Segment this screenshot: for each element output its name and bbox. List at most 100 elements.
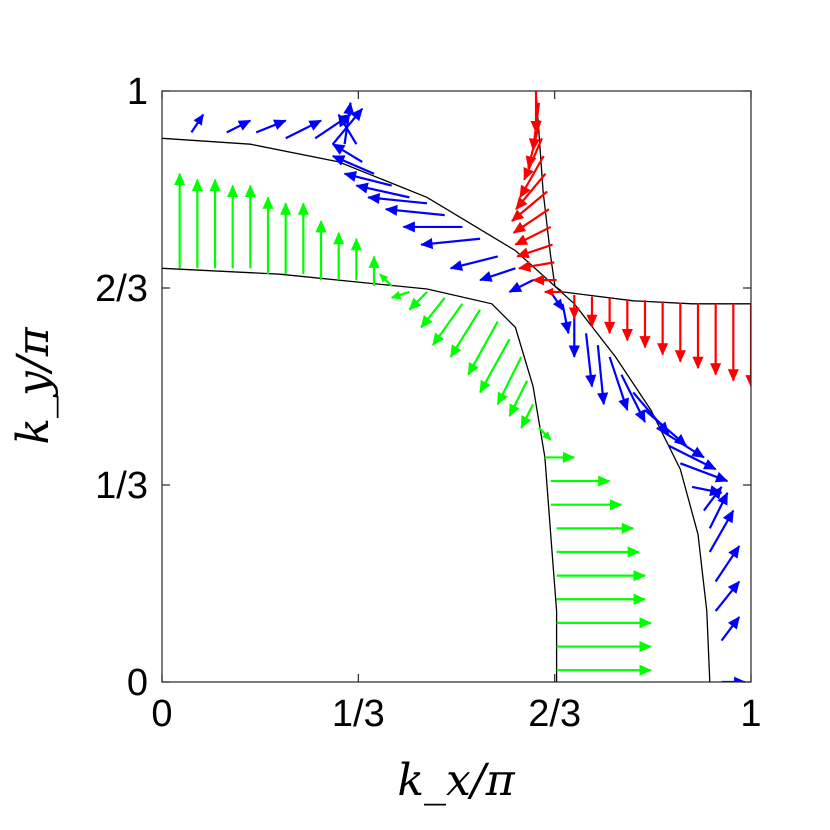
corner-arrow: [515, 173, 547, 210]
corner-arrow: [639, 300, 651, 349]
outer-arrow: [355, 182, 410, 199]
corner-arrow: [692, 303, 704, 370]
inner-arrow: [550, 475, 611, 487]
inner-arrow: [550, 499, 623, 511]
outer-arrow: [367, 193, 428, 205]
corner-arrow: [621, 299, 633, 342]
corner-arrow: [514, 225, 552, 246]
inner-arrow: [227, 184, 239, 269]
corner-arrow: [604, 297, 616, 335]
inner-arrow: [420, 297, 446, 329]
inner-arrow: [556, 522, 635, 534]
inner-arrow: [556, 570, 646, 582]
outer-arrow: [668, 444, 717, 471]
inner-arrow: [556, 617, 652, 629]
inner-arrow: [262, 196, 274, 275]
outer-arrow: [720, 616, 741, 642]
y-tick-label: 1/3: [95, 465, 148, 507]
outer-arrow: [560, 303, 572, 335]
outer-arrow: [285, 119, 322, 140]
inner-arrow: [520, 403, 535, 429]
corner-arrow: [674, 302, 686, 363]
y-axis-label: k_y/π: [8, 326, 59, 444]
outer-arrow: [337, 113, 358, 145]
inner-arrow: [244, 184, 256, 269]
inner-arrow: [297, 202, 309, 275]
inner-arrow: [556, 640, 652, 653]
inner-arrow: [556, 593, 646, 605]
corner-arrow: [586, 296, 598, 328]
corner-arrow: [657, 301, 669, 356]
outer-arrow: [596, 345, 609, 406]
inner-arrow: [544, 451, 576, 464]
outer-arrow: [402, 221, 463, 233]
corner-arrow: [512, 208, 550, 234]
contour-lines: [162, 91, 751, 682]
contour-corner-lower: [562, 291, 751, 305]
outer-arrow: [190, 113, 205, 133]
inner-arrow: [315, 220, 327, 281]
inner-arrow: [379, 273, 393, 287]
x-tick-label: 2/3: [528, 693, 581, 735]
inner-arrow: [467, 320, 499, 376]
corner-arrow: [523, 137, 543, 181]
outer-arrow: [449, 255, 498, 271]
corner-arrow: [710, 303, 722, 376]
outer-arrow: [420, 237, 481, 250]
corner-arrow: [745, 303, 751, 388]
inner-arrow: [174, 172, 186, 269]
y-tick-label: 2/3: [95, 268, 148, 310]
inner-arrow: [333, 231, 345, 281]
outer-arrow: [255, 119, 287, 134]
outer-arrow: [721, 676, 747, 682]
outer-arrow: [708, 492, 729, 529]
inner-arrow: [368, 255, 380, 287]
inner-arrow: [350, 237, 362, 281]
outer-arrow: [331, 143, 363, 163]
inner-arrow: [449, 309, 481, 358]
arrow-field: [174, 91, 751, 682]
outer-arrow: [584, 333, 597, 388]
outer-arrow: [226, 119, 252, 134]
outer-arrow: [343, 101, 355, 145]
inner-arrow: [191, 178, 203, 269]
x-tick-label: 0: [151, 693, 172, 735]
corner-arrow: [516, 243, 553, 259]
outer-arrow: [331, 154, 375, 175]
contour-inner: [162, 267, 558, 682]
inner-arrow: [508, 380, 529, 417]
inner-arrow: [556, 664, 652, 676]
outer-arrow: [479, 267, 516, 282]
outer-arrow: [714, 545, 741, 583]
plot-area: [162, 91, 751, 682]
outer-arrow: [656, 426, 705, 459]
corner-arrow: [543, 287, 563, 297]
axis-ticks: 00 1/3 1/3 2/3 2/3 1 1: [95, 71, 761, 735]
outer-arrow: [608, 356, 629, 412]
inner-arrow: [390, 290, 410, 300]
inner-arrow: [209, 178, 221, 269]
outer-arrow: [620, 374, 646, 423]
inner-arrow: [496, 356, 523, 406]
x-tick-label: 1/3: [332, 693, 385, 735]
x-axis-label: k_x/π: [397, 755, 515, 806]
outer-arrow: [343, 171, 392, 187]
axes-box: [161, 90, 752, 683]
inner-arrow: [432, 303, 464, 346]
corner-arrow: [532, 274, 557, 286]
corner-arrow: [511, 190, 548, 222]
outer-arrow: [568, 315, 580, 358]
outer-arrow: [714, 580, 741, 612]
corner-arrow: [568, 294, 580, 320]
y-tick-label: 1: [127, 71, 148, 113]
inner-arrow: [408, 291, 428, 311]
corner-arrow: [517, 260, 555, 272]
outer-arrow: [702, 486, 723, 512]
inner-arrow: [479, 338, 511, 394]
outer-arrow: [708, 509, 735, 553]
corner-arrow: [727, 303, 739, 382]
corner-arrow: [519, 155, 545, 199]
inner-arrow: [556, 546, 641, 558]
outer-arrow: [384, 204, 445, 217]
